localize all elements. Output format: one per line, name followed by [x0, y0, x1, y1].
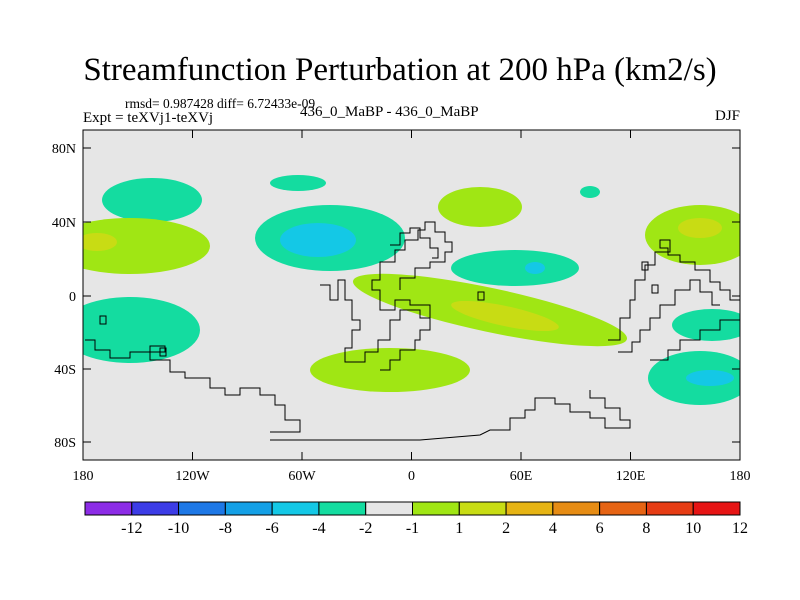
stats-label: rmsd= 0.987428 diff= 6.72433e-09	[125, 96, 316, 111]
colorbar: -12 -10 -8 -6 -4 -2 -1 1 2 4 6 8 10 12	[84, 501, 748, 537]
contour-neg-east-edge	[672, 309, 740, 341]
colorbar-swatch	[365, 501, 414, 516]
case-label: 436_0_MaBP - 436_0_MaBP	[300, 104, 479, 120]
contour-pos-west-edge-core	[83, 233, 117, 251]
colorbar-label: -2	[359, 520, 372, 537]
contour-neg-south-pacific	[83, 297, 200, 363]
contour-neg-atlantic	[270, 175, 326, 191]
colorbar-label: 4	[549, 520, 557, 537]
coast-southeast-asia	[618, 279, 720, 353]
contour-pos-tropical-band-core	[451, 300, 559, 332]
map-axes: 80N 40N 0 40S 80S 180 120W 60W 0 60E 120E 180	[52, 130, 751, 484]
colorbar-label: 10	[685, 520, 701, 537]
colorbar-label: 6	[596, 520, 604, 537]
contour-neg-asia-core	[525, 262, 545, 274]
colorbar-label: -8	[219, 520, 232, 537]
colorbar-swatch	[599, 501, 647, 516]
colorbar-swatch	[692, 501, 741, 516]
colorbar-swatch	[552, 501, 601, 516]
page-title: Streamfunction Perturbation at 200 hPa (…	[83, 52, 717, 88]
contour-neg-east-pacific-south-core	[686, 370, 734, 386]
lon-label: 180	[73, 469, 94, 484]
coast-antarctic	[85, 339, 301, 433]
coastlines	[85, 221, 740, 441]
contour-fields	[83, 175, 740, 405]
coast-island-1	[641, 261, 649, 271]
experiment-label: Expt = teXVj1-teXVj	[83, 110, 214, 126]
coast-island-3	[477, 291, 485, 301]
colorbar-label: -6	[265, 520, 278, 537]
lon-label: 60W	[288, 469, 316, 484]
coast-asia-east	[608, 239, 740, 341]
coast-africa-asia	[380, 318, 431, 371]
coast-europe	[390, 227, 439, 259]
lat-label: 40S	[54, 363, 76, 378]
colorbar-swatch	[224, 501, 273, 516]
colorbar-swatch	[505, 501, 554, 516]
lat-label: 80S	[54, 436, 76, 451]
coast-island-2	[651, 284, 659, 294]
lon-label: 120W	[175, 469, 210, 484]
coast-australia	[650, 319, 740, 361]
lon-label: 180	[730, 469, 751, 484]
colorbar-swatch	[131, 501, 180, 516]
colorbar-swatch	[271, 501, 320, 516]
lon-label: 60E	[510, 469, 533, 484]
colorbar-label: 2	[502, 520, 510, 537]
contour-neg-small	[580, 186, 600, 198]
contour-neg-north-america-core	[280, 223, 356, 257]
coast-island-5	[99, 315, 107, 325]
colorbar-label: -12	[121, 520, 142, 537]
lat-label: 0	[69, 290, 76, 305]
colorbar-swatch	[645, 501, 694, 516]
contour-pos-asia-north	[438, 187, 522, 227]
colorbar-swatch	[318, 501, 367, 516]
coast-antarctic-east	[270, 390, 631, 441]
colorbar-swatch	[178, 501, 226, 516]
colorbar-swatch	[458, 501, 507, 516]
colorbar-label: 1	[455, 520, 463, 537]
colorbar-label: -10	[168, 520, 189, 537]
colorbar-swatch	[412, 501, 460, 516]
contour-pos-west-edge	[83, 218, 210, 274]
lat-label: 80N	[52, 142, 76, 157]
coast-island-4	[159, 347, 167, 357]
coast-americas	[320, 221, 453, 363]
season-label: DJF	[714, 108, 740, 124]
lat-label: 40N	[52, 216, 76, 231]
lon-label: 0	[408, 469, 415, 484]
colorbar-swatch	[84, 501, 133, 516]
contour-neg-asia	[451, 250, 579, 286]
contour-pos-east-edge-core	[678, 218, 722, 238]
contour-neg-pacific-north	[102, 178, 202, 222]
colorbar-label: -4	[312, 520, 325, 537]
colorbar-label: 12	[732, 520, 748, 537]
lon-label: 120E	[616, 469, 646, 484]
colorbar-label: -1	[406, 520, 419, 537]
colorbar-label: 8	[642, 520, 650, 537]
